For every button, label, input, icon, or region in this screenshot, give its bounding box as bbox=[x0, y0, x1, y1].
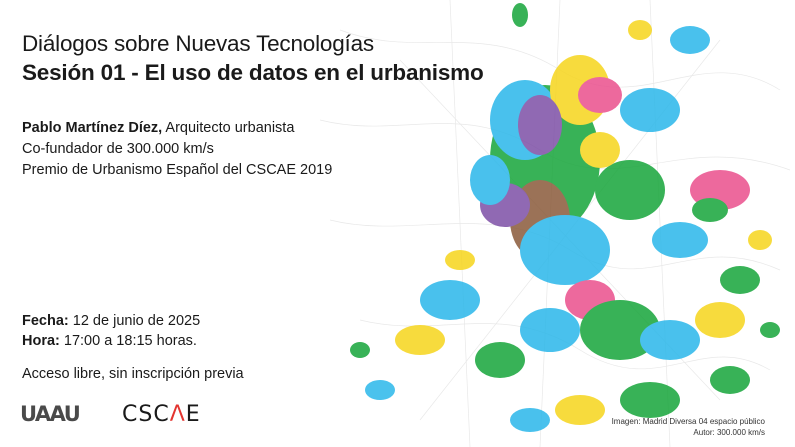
credit-image: Imagen: Madrid Diversa 04 espacio públic… bbox=[611, 417, 765, 426]
cscae-logo-accent: Λ bbox=[169, 402, 186, 427]
city-data-map bbox=[319, 0, 791, 447]
speaker-info: Pablo Martínez Díez, Arquitecto urbanist… bbox=[22, 118, 332, 181]
date-value: 12 de junio de 2025 bbox=[68, 313, 201, 329]
access-note: Acceso libre, sin inscripción previa bbox=[22, 366, 244, 382]
time-label: Hora: bbox=[22, 333, 60, 349]
speaker-line-2: Co-fundador de 300.000 km/s bbox=[22, 141, 214, 157]
time-line: Hora: 17:00 a 18:15 horas. bbox=[22, 331, 200, 351]
image-credit: Imagen: Madrid Diversa 04 espacio públic… bbox=[612, 416, 765, 438]
cscae-logo-suffix: E bbox=[185, 402, 201, 427]
time-value: 17:00 a 18:15 horas. bbox=[59, 333, 197, 349]
cscae-logo: CSCΛE bbox=[122, 402, 201, 427]
event-details: Fecha: 12 de junio de 2025 Hora: 17:00 a… bbox=[22, 311, 200, 351]
speaker-line-3: Premio de Urbanismo Español del CSCAE 20… bbox=[22, 162, 333, 178]
uaau-logo: UAAU bbox=[20, 402, 81, 426]
speaker-line-1: Pablo Martínez Díez, Arquitecto urbanist… bbox=[22, 118, 332, 139]
session-title: Sesión 01 - El uso de datos en el urbani… bbox=[22, 60, 484, 85]
event-series-title: Diálogos sobre Nuevas Tecnologías bbox=[22, 31, 374, 56]
date-line: Fecha: 12 de junio de 2025 bbox=[22, 311, 200, 331]
speaker-name: Pablo Martínez Díez, bbox=[22, 120, 163, 136]
date-label: Fecha: bbox=[22, 313, 69, 329]
speaker-role: Arquitecto urbanista bbox=[162, 120, 295, 136]
credit-author: Autor: 300.000 km/s bbox=[693, 428, 765, 437]
cscae-logo-prefix: CSC bbox=[122, 402, 170, 427]
